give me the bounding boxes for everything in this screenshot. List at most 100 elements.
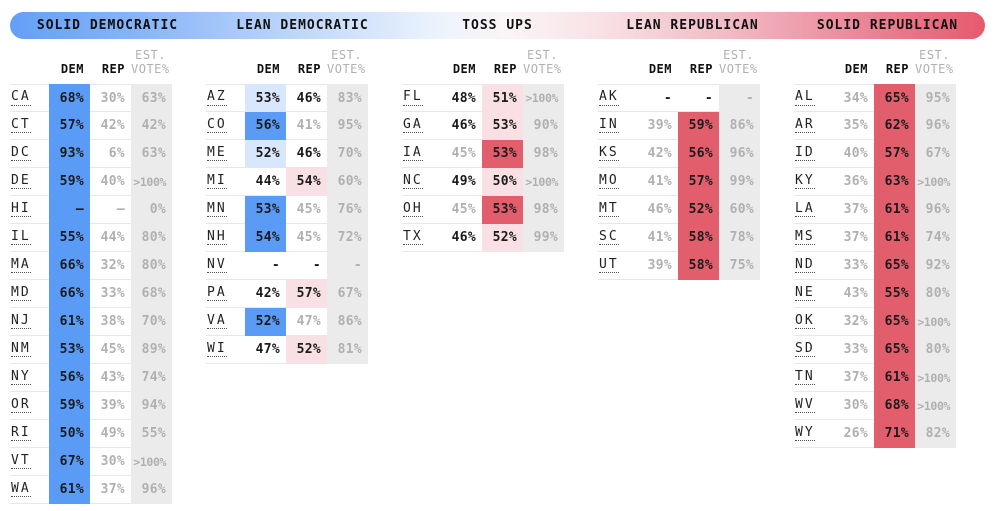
table-row: IL 55% 44% 80% (10, 224, 172, 252)
table-row: ME 52% 46% 70% (206, 140, 368, 168)
state-label[interactable]: OK (795, 312, 815, 330)
est-vote-value: 0% (131, 196, 172, 224)
state-label[interactable]: DC (11, 144, 31, 162)
state-label[interactable]: MD (11, 284, 31, 302)
state-cell: AZ (206, 84, 245, 112)
dem-value: 40% (833, 140, 874, 168)
state-label[interactable]: MN (207, 200, 227, 218)
legend-lean-democratic: LEAN DEMOCRATIC (236, 18, 369, 33)
state-label[interactable]: NH (207, 228, 227, 246)
dem-value: 37% (833, 224, 874, 252)
state-label[interactable]: NV (207, 256, 227, 274)
state-label[interactable]: NY (11, 368, 31, 386)
col-header-est-vote: EST. VOTE% (327, 48, 366, 77)
state-label[interactable]: MI (207, 172, 227, 190)
dem-value: 61% (49, 308, 90, 336)
state-label[interactable]: IN (599, 116, 619, 134)
rows: AZ 53% 46% 83% CO 56% 41% 95% ME 52% 46% 70% MI 44% 54… (206, 84, 368, 364)
table-row: OH 45% 53% 98% (402, 196, 564, 224)
state-label[interactable]: CO (207, 116, 227, 134)
dem-value: 66% (49, 280, 90, 308)
state-label[interactable]: DE (11, 172, 31, 190)
state-label[interactable]: ND (795, 256, 815, 274)
dem-value: 35% (833, 112, 874, 140)
est-vote-value: 78% (719, 224, 760, 252)
state-cell: IA (402, 140, 441, 168)
dem-value: 48% (441, 84, 482, 112)
state-label[interactable]: SC (599, 228, 619, 246)
rep-value: 53% (482, 112, 523, 140)
rep-value: 6% (90, 140, 131, 168)
state-label[interactable]: NM (11, 340, 31, 358)
state-label[interactable]: RI (11, 424, 31, 442)
state-label[interactable]: HI (11, 200, 31, 218)
state-label[interactable]: TN (795, 368, 815, 386)
rep-value: 52% (482, 224, 523, 252)
state-label[interactable]: MT (599, 200, 619, 218)
state-label[interactable]: AR (795, 116, 815, 134)
state-label[interactable]: MS (795, 228, 815, 246)
state-label[interactable]: CT (11, 116, 31, 134)
table-row: AZ 53% 46% 83% (206, 84, 368, 112)
rep-value: 53% (482, 140, 523, 168)
est-vote-value: 80% (131, 224, 172, 252)
state-label[interactable]: WY (795, 424, 815, 442)
state-label[interactable]: KS (599, 144, 619, 162)
state-label[interactable]: VT (11, 452, 31, 470)
state-cell: OH (402, 196, 441, 224)
state-label[interactable]: NC (403, 172, 423, 190)
state-label[interactable]: VA (207, 312, 227, 330)
table-row: MD 66% 33% 68% (10, 280, 172, 308)
rep-value: 46% (286, 140, 327, 168)
state-label[interactable]: UT (599, 256, 619, 274)
state-label[interactable]: MA (11, 256, 31, 274)
dem-value: 30% (833, 392, 874, 420)
est-vote-value: 76% (327, 196, 368, 224)
est-vote-value: 80% (915, 280, 956, 308)
state-label[interactable]: OH (403, 200, 423, 218)
dem-value: 32% (833, 308, 874, 336)
table-row: OK 32% 65% >100% (794, 308, 956, 336)
est-vote-value: >100% (131, 168, 172, 196)
est-vote-value: 74% (915, 224, 956, 252)
state-cell: CO (206, 112, 245, 140)
state-label[interactable]: PA (207, 284, 227, 302)
state-label[interactable]: ID (795, 144, 815, 162)
state-label[interactable]: WI (207, 340, 227, 358)
table-row: NV - - - (206, 252, 368, 280)
est-vote-value: >100% (915, 392, 956, 420)
rep-value: 45% (90, 336, 131, 364)
col-header-rep: REP (493, 62, 517, 77)
est-vote-value: 63% (131, 140, 172, 168)
state-label[interactable]: TX (403, 228, 423, 246)
state-label[interactable]: FL (403, 89, 423, 106)
state-label[interactable]: CA (11, 89, 31, 106)
est-vote-value: >100% (523, 84, 564, 112)
rep-value: 62% (874, 112, 915, 140)
col-header-est-vote: EST. VOTE% (915, 48, 954, 77)
dem-value: - (245, 252, 286, 280)
rep-value: 50% (482, 168, 523, 196)
state-label[interactable]: WA (11, 480, 31, 498)
state-cell: ND (794, 252, 833, 280)
state-label[interactable]: ME (207, 144, 227, 162)
state-label[interactable]: AZ (207, 89, 227, 106)
state-label[interactable]: LA (795, 200, 815, 218)
state-label[interactable]: IL (11, 228, 31, 246)
state-label[interactable]: NE (795, 284, 815, 302)
table-row: MI 44% 54% 60% (206, 168, 368, 196)
rep-value: 55% (874, 280, 915, 308)
state-cell: DE (10, 168, 49, 196)
state-label[interactable]: AK (599, 89, 619, 106)
state-label[interactable]: MO (599, 172, 619, 190)
rep-value: – (90, 196, 131, 224)
state-label[interactable]: OR (11, 396, 31, 414)
state-label[interactable]: AL (795, 89, 815, 106)
state-label[interactable]: KY (795, 172, 815, 190)
state-label[interactable]: GA (403, 116, 423, 134)
table-row: FL 48% 51% >100% (402, 84, 564, 112)
state-label[interactable]: SD (795, 340, 815, 358)
state-label[interactable]: WV (795, 396, 815, 414)
state-label[interactable]: NJ (11, 312, 31, 330)
state-label[interactable]: IA (403, 144, 423, 162)
